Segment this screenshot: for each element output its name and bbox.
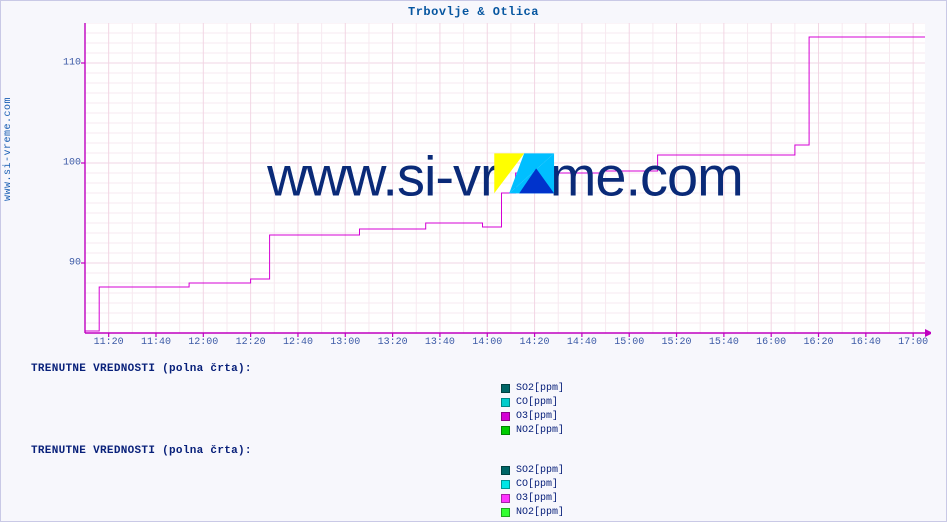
legend-item: NO2[ppm] [501,423,931,437]
chart-frame: Trbovlje & Otlica www.si-vreme.com www.s… [0,0,947,522]
xtick-label: 14:00 [472,337,502,348]
xtick-label: 13:00 [330,337,360,348]
xtick-label: 17:00 [898,337,928,348]
legend-items: SO2[ppm] CO[ppm] O3[ppm] NO2[ppm] [501,381,931,437]
xtick-label: 15:40 [709,337,739,348]
legend-label: O3[ppm] [516,493,558,504]
xtick-label: 14:40 [567,337,597,348]
legend-items: SO2[ppm] CO[ppm] O3[ppm] NO2[ppm] [501,463,931,519]
xtick-label: 14:20 [520,337,550,348]
xtick-label: 11:40 [141,337,171,348]
legend-item: O3[ppm] [501,491,931,505]
xtick-label: 12:20 [236,337,266,348]
xtick-label: 12:00 [188,337,218,348]
plot-area: www.si-vrme.com [85,23,925,333]
legend-label: SO2[ppm] [516,465,564,476]
ytick-label: 110 [51,58,81,69]
legend-swatch [501,508,510,517]
legend-item: CO[ppm] [501,395,931,409]
xtick-label: 15:20 [662,337,692,348]
legend-label: NO2[ppm] [516,425,564,436]
legend-swatch [501,480,510,489]
legend-swatch [501,426,510,435]
legend-swatch [501,466,510,475]
xtick-label: 16:20 [804,337,834,348]
chart-title: Trbovlje & Otlica [1,1,946,19]
legend-label: CO[ppm] [516,397,558,408]
legend-block-1: TRENUTNE VREDNOSTI (polna črta): SO2[ppm… [31,363,931,437]
legend-label: NO2[ppm] [516,507,564,518]
y-axis-label: www.si-vreme.com [3,97,14,201]
plot-wrap: www.si-vrme.com 90 100 110 11:20 11:40 12:00… [45,23,931,353]
legend-item: CO[ppm] [501,477,931,491]
ytick-label: 100 [51,158,81,169]
xtick-label: 16:40 [851,337,881,348]
xtick-label: 13:20 [378,337,408,348]
legend-title: TRENUTNE VREDNOSTI (polna črta): [31,363,931,375]
legend-swatch [501,398,510,407]
xtick-label: 11:20 [94,337,124,348]
xtick-label: 13:40 [425,337,455,348]
legend-swatch [501,412,510,421]
legend-label: CO[ppm] [516,479,558,490]
legend-swatch [501,384,510,393]
ytick-label: 90 [51,258,81,269]
chart-svg [85,23,925,333]
legend-label: O3[ppm] [516,411,558,422]
xtick-label: 12:40 [283,337,313,348]
legend-item: SO2[ppm] [501,381,931,395]
legend-label: SO2[ppm] [516,383,564,394]
xtick-label: 15:00 [614,337,644,348]
legend-swatch [501,494,510,503]
legend-item: NO2[ppm] [501,505,931,519]
legend-title: TRENUTNE VREDNOSTI (polna črta): [31,445,931,457]
legend-block-2: TRENUTNE VREDNOSTI (polna črta): SO2[ppm… [31,445,931,519]
xtick-label: 16:00 [756,337,786,348]
legend-item: SO2[ppm] [501,463,931,477]
legend-item: O3[ppm] [501,409,931,423]
